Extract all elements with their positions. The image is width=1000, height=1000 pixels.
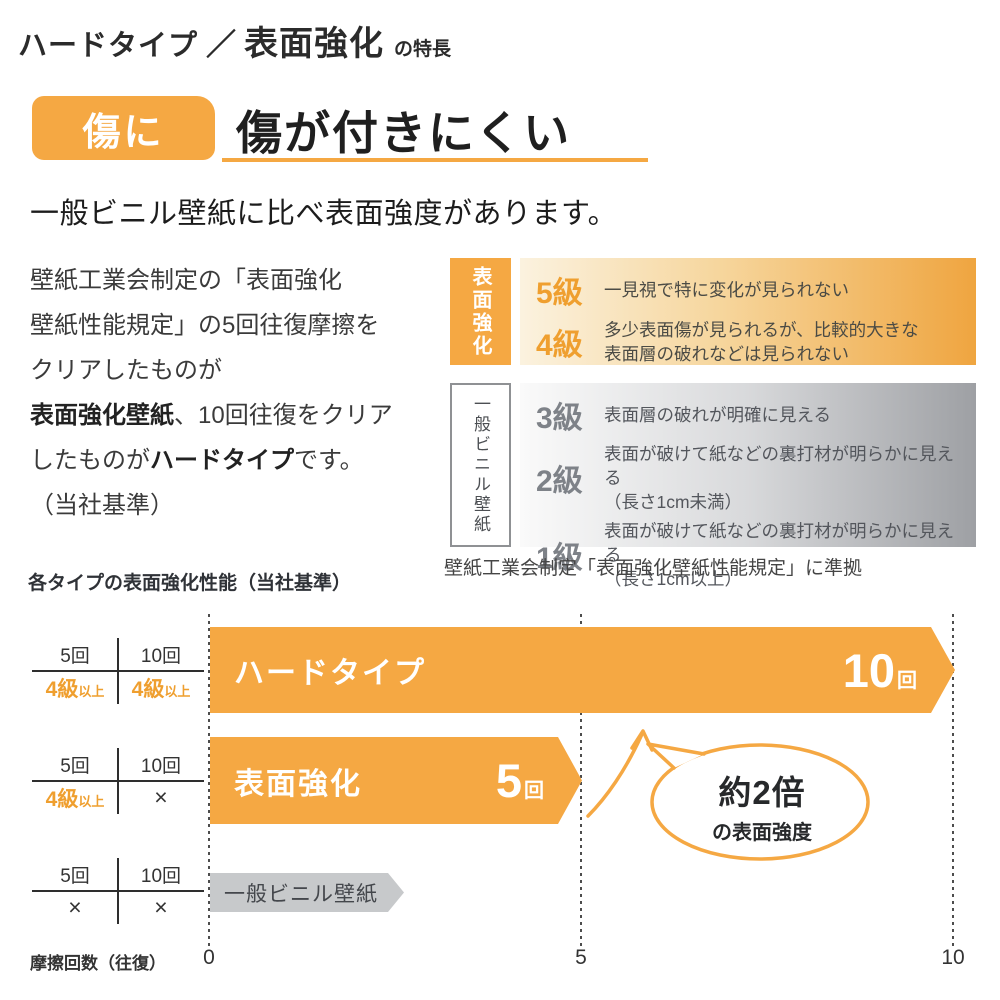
speech-bubble-tail (646, 742, 706, 770)
gridline-10 (952, 614, 954, 946)
result-table-hard-type: 5回 10回 4級 以上 4級 以上 (32, 638, 204, 704)
chart-title: 各タイプの表面強化性能（当社基準） (28, 573, 352, 594)
title-hard-type: ハードタイプ (18, 30, 199, 62)
bubble-text: 約2倍 の表面強度 (662, 766, 862, 845)
grade-panel-general: 3級 表面層の破れが明確に見える 2級 表面が破けて紙などの裏打材が明らかに見え… (520, 383, 976, 589)
x-tick-5: 5 (575, 946, 587, 969)
subtitle: 一般ビニル壁紙に比べ表面強度があります。 (30, 198, 618, 230)
scratch-badge: 傷に (32, 96, 215, 160)
grade-panel-reinforced: 5級 一見視で特に変化が見られない 4級 多少表面傷が見られるが、比較的大きな … (520, 258, 976, 365)
bar-general-vinyl: 一般ビニル壁紙 (210, 873, 404, 912)
bar-surface-reinforced: 表面強化 5 回 (210, 737, 582, 824)
grade-label-4: 4級 (536, 329, 583, 362)
grade-label-2: 2級 (536, 465, 583, 498)
intro-bold-surface: 表面強化壁紙 (30, 402, 174, 429)
vertical-header-surface-reinforced: 表面強化 (450, 258, 511, 365)
result-head-10: 10回 (140, 866, 182, 887)
intro-line-6: （当社基準） (30, 492, 174, 519)
intro-bold-hard: ハードタイプ (150, 447, 294, 474)
bubble-line-2: の表面強度 (712, 822, 812, 844)
result-head-10: 10回 (140, 756, 182, 777)
x-axis-label: 摩擦回数（往復） (30, 954, 166, 973)
result-value: 4級 以上 (131, 677, 191, 701)
curved-arrow (586, 732, 644, 818)
result-table-general-vinyl: 5回 10回 × × (32, 858, 204, 924)
result-head-5: 5回 (60, 756, 90, 777)
grade-desc-2: 表面が破けて紙などの裏打材が明らかに見える （長さ1cm未満） (604, 444, 954, 512)
result-value: 4級 以上 (45, 787, 105, 811)
grade-row-3: 3級 表面層の破れが明確に見える (536, 393, 966, 437)
bar-hard-type: ハードタイプ 10 回 (210, 627, 955, 713)
bubble-line-1: 約2倍 (718, 774, 806, 811)
title-surface-reinforced: 表面強化 (244, 25, 385, 63)
vertical-header-general-vinyl: 一般ビニル壁紙 (450, 383, 511, 547)
table-caption: 壁紙工業会制定「表面強化壁紙性能規定」に準拠 (444, 558, 863, 579)
grade-desc-1: 表面が破けて紙などの裏打材が明らかに見える （長さ1cm以上） (604, 521, 954, 589)
intro-line-5: したものがハードタイプです。 (30, 447, 364, 474)
result-value-x: × (154, 894, 168, 920)
title-suffix: の特長 (394, 39, 452, 60)
intro-line-3: クリアしたものが (30, 357, 222, 384)
heading-underline (222, 158, 648, 162)
result-head-10: 10回 (140, 646, 182, 667)
grade-desc-5: 一見視で特に変化が見られない (604, 280, 849, 300)
double-strength-annotation (586, 729, 870, 861)
result-head-5: 5回 (60, 866, 90, 887)
result-value-x: × (154, 784, 168, 810)
x-tick-0: 0 (203, 946, 215, 969)
intro-line-4: 表面強化壁紙、10回往復をクリア (30, 402, 393, 429)
grade-label-3: 3級 (536, 402, 583, 435)
x-tick-10: 10 (941, 946, 965, 969)
result-head-5: 5回 (60, 646, 90, 667)
bar-value-5: 5 回 (495, 754, 544, 807)
bar-value-10: 10 回 (842, 643, 917, 697)
grade-desc-3: 表面層の破れが明確に見える (604, 405, 831, 425)
grade-label-5: 5級 (536, 277, 583, 310)
grade-row-1: 1級 表面が破けて紙などの裏打材が明らかに見える （長さ1cm以上） (536, 519, 966, 591)
result-table-surface-reinforced: 5回 10回 4級 以上 × (32, 748, 204, 814)
intro-line-2: 壁紙性能規定」の5回往復摩擦を (30, 312, 380, 339)
gridline-0 (208, 614, 210, 946)
grade-row-4: 4級 多少表面傷が見られるが、比較的大きな 表面層の破れなどは見られない (536, 318, 966, 366)
grade-row-5: 5級 一見視で特に変化が見られない (536, 268, 966, 312)
page-title: ハードタイプ ／ 表面強化 の特長 (18, 16, 451, 65)
grade-desc-4: 多少表面傷が見られるが、比較的大きな 表面層の破れなどは見られない (604, 320, 919, 364)
result-value: 4級 以上 (45, 677, 105, 701)
grade-label-1: 1級 (536, 542, 583, 575)
grade-row-2: 2級 表面が破けて紙などの裏打材が明らかに見える （長さ1cm未満） (536, 442, 966, 514)
intro-paragraph: 壁紙工業会制定の「表面強化 壁紙性能規定」の5回往復摩擦を クリアしたものが 表… (30, 258, 450, 528)
main-heading: 傷が付きにくい (236, 107, 572, 159)
title-separator: ／ (206, 29, 237, 62)
result-value-x: × (68, 894, 82, 920)
intro-line-1: 壁紙工業会制定の「表面強化 (30, 267, 342, 294)
speech-bubble (650, 743, 870, 861)
